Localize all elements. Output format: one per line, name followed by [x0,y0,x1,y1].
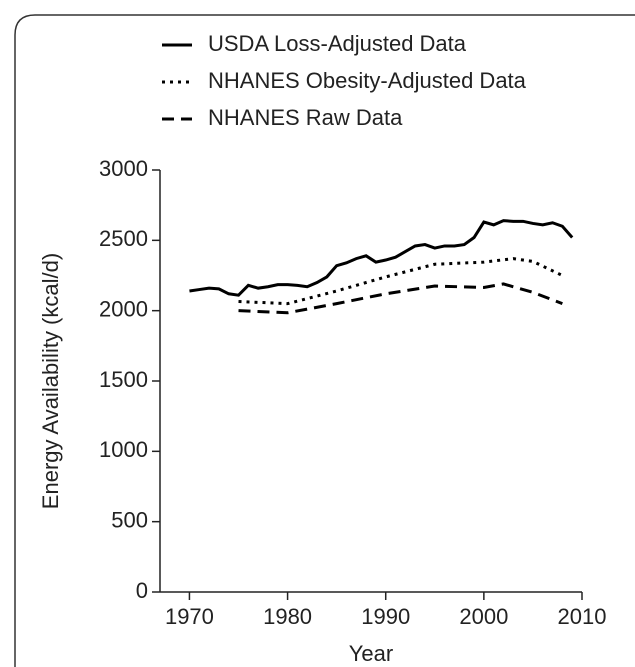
y-tick-label: 2000 [99,296,148,321]
x-axis-label: Year [349,641,393,666]
x-tick-label: 1980 [263,604,312,629]
legend-label: NHANES Obesity-Adjusted Data [208,68,527,93]
x-tick-label: 1990 [361,604,410,629]
data-line [238,257,564,306]
y-tick-label: 1000 [99,437,148,462]
frame [14,14,635,667]
y-tick-label: 1500 [99,367,148,392]
legend-label: NHANES Raw Data [208,105,403,130]
y-tick-label: 2500 [99,226,148,251]
y-axis-label: Energy Availability (kcal/d) [38,253,63,509]
x-tick-label: 1970 [165,604,214,629]
x-tick-label: 2000 [459,604,508,629]
y-tick-label: 0 [136,578,148,603]
y-tick-label: 500 [111,507,148,532]
legend-label: USDA Loss-Adjusted Data [208,31,467,56]
y-tick-label: 3000 [99,156,148,181]
data-line [189,219,574,297]
data-line [238,282,563,315]
x-tick-label: 2010 [558,604,607,629]
